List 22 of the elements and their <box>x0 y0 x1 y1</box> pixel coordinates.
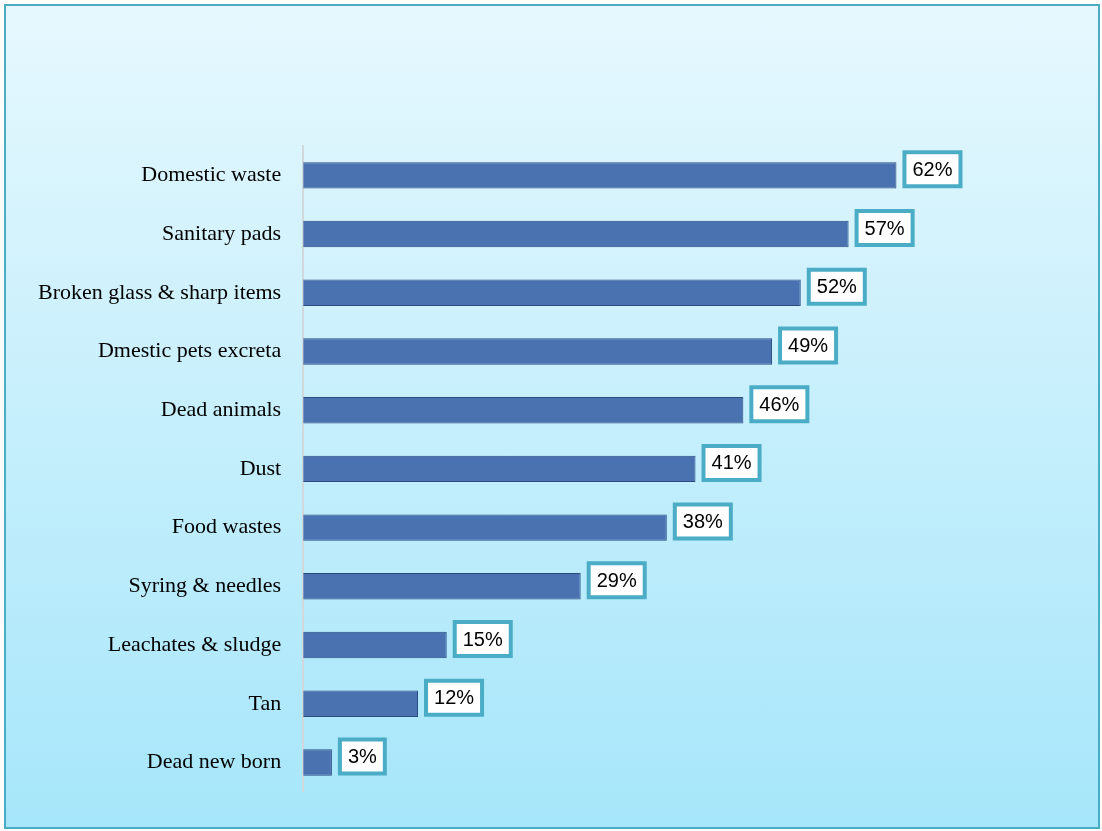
data-label: 62% <box>912 157 953 180</box>
data-label: 41% <box>711 451 752 474</box>
data-label: 29% <box>596 568 637 591</box>
y-tick-label: Domestic waste <box>141 161 282 187</box>
data-label: 52% <box>816 275 858 298</box>
y-tick-label: Leachates & sludge <box>107 630 282 656</box>
y-tick-label: Tan <box>248 689 282 715</box>
data-label: 12% <box>434 686 475 709</box>
y-tick-label: Dmestic pets excreta <box>97 337 282 363</box>
y-tick-label: Dead animals <box>160 395 282 421</box>
data-label: 49% <box>788 334 829 356</box>
y-tick-label: Food wastes <box>171 513 282 539</box>
y-tick-label: Sanitary pads <box>162 219 282 245</box>
y-tick-label: Dust <box>239 454 282 480</box>
data-label: 15% <box>462 627 503 650</box>
data-label: 38% <box>682 510 724 533</box>
data-label: 57% <box>864 216 905 239</box>
y-tick-label: Syring & needles <box>128 572 282 598</box>
data-label: 46% <box>759 392 800 415</box>
y-tick-label: Dead new born <box>146 748 282 774</box>
data-label: 3% <box>347 744 378 767</box>
y-tick-label: Broken glass & sharp items <box>37 278 282 304</box>
